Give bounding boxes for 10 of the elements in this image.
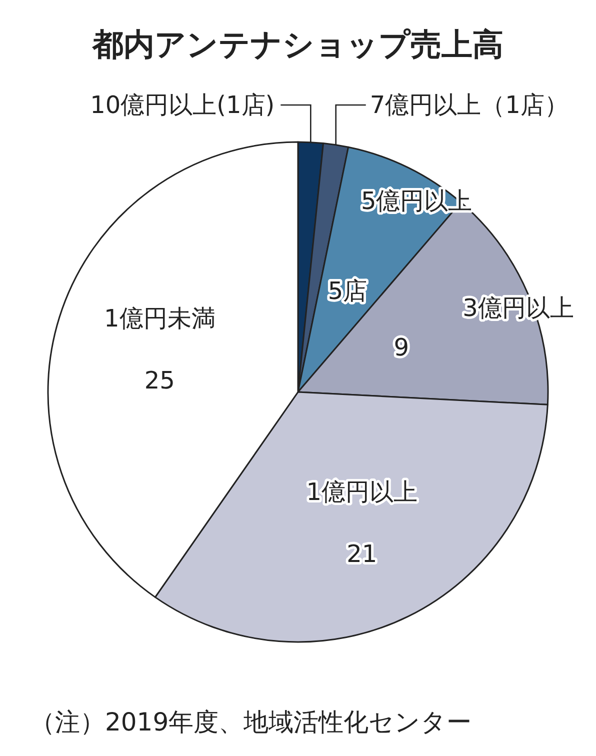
text: （注）2019年度、地域活性化センター: [30, 708, 472, 736]
data-label: 9: [394, 334, 410, 362]
slice-label: 7億円以上（1店）: [370, 91, 568, 119]
slice-label: 10億円以上(1店): [90, 91, 275, 119]
slice-label: 1億円以上: [306, 478, 418, 506]
data-label: 5店: [328, 276, 368, 305]
chart-title: 都内アンテナショップ売上高: [92, 27, 504, 63]
slice-label: 1億円未満: [104, 304, 216, 333]
data-label: 21: [346, 540, 378, 568]
data-label: 25: [144, 366, 175, 395]
